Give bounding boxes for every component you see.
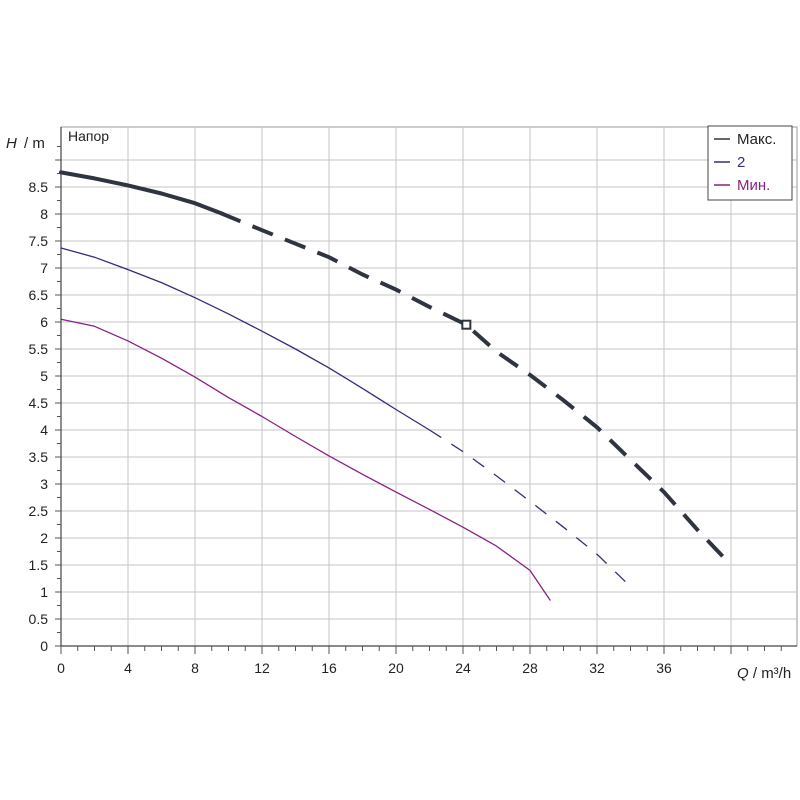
series-line-solid — [60, 247, 431, 431]
grid — [60, 126, 798, 647]
y-axis-unit: m — [32, 135, 45, 152]
y-axis-label: H / m — [6, 135, 45, 152]
series-line-solid — [60, 318, 551, 601]
legend: Макс. 2 Мин. — [707, 125, 793, 201]
y-tick-label: 8 — [40, 206, 48, 222]
x-tick-label: 36 — [656, 660, 672, 676]
svg-text:H / m: H / m — [6, 135, 45, 152]
y-tick-label: 4.5 — [29, 395, 49, 411]
legend-entry: Мин. — [714, 177, 770, 194]
y-tick-label: 2 — [40, 530, 48, 546]
legend-entry: Макс. — [714, 131, 776, 148]
series-line-dashed — [219, 211, 733, 567]
legend-label: Макс. — [737, 131, 776, 148]
y-tick-label: 6 — [40, 314, 48, 330]
y-tick-label: 0 — [40, 638, 48, 654]
y-tick-label: 7 — [40, 260, 48, 276]
x-axis-variable: Q — [737, 665, 749, 682]
y-axis-variable: H — [6, 135, 17, 152]
y-tick-label: 5.5 — [29, 341, 49, 357]
x-tick-label: 4 — [124, 660, 132, 676]
y-tick-label: 5 — [40, 368, 48, 384]
series-1 — [59, 170, 733, 567]
x-tick-label: 16 — [321, 660, 337, 676]
y-tick-label: 3 — [40, 476, 48, 492]
chart-title: Напор — [68, 128, 109, 144]
y-tick-label: 1.5 — [29, 557, 49, 573]
y-tick-label: 8.5 — [29, 179, 49, 195]
legend-label: Мин. — [737, 177, 770, 194]
y-tick-label: 7.5 — [29, 233, 49, 249]
operating-point-marker — [461, 319, 472, 330]
y-tick-label: 1 — [40, 584, 48, 600]
legend-entry: 2 — [714, 154, 745, 171]
series-layer — [59, 170, 733, 601]
y-tick-label: 2.5 — [29, 503, 49, 519]
x-tick-label: 24 — [455, 660, 471, 676]
axes: 0 4 8 12 16 20 24 28 32 3600.511.522.533.544.555.… — [29, 127, 797, 676]
x-axis-unit: m³/h — [761, 665, 791, 682]
x-tick-label: 20 — [388, 660, 404, 676]
y-tick-label: 6.5 — [29, 287, 49, 303]
series-line-solid — [59, 170, 223, 215]
series-2 — [60, 247, 631, 588]
series-line-dashed — [429, 429, 631, 588]
x-tick-label: 0 — [57, 660, 65, 676]
x-tick-label: 32 — [589, 660, 605, 676]
plot-frame — [60, 126, 798, 647]
x-tick-label: 8 — [191, 660, 199, 676]
series-3 — [60, 318, 551, 601]
y-tick-label: 4 — [40, 422, 48, 438]
svg-text:Q / m³/h: Q / m³/h — [737, 665, 791, 682]
y-tick-label: 0.5 — [29, 611, 49, 627]
legend-label: 2 — [737, 154, 745, 171]
x-tick-label: 12 — [254, 660, 270, 676]
x-tick-label: 28 — [522, 660, 538, 676]
y-tick-label: 3.5 — [29, 449, 49, 465]
x-axis-label: Q / m³/h — [737, 665, 791, 682]
